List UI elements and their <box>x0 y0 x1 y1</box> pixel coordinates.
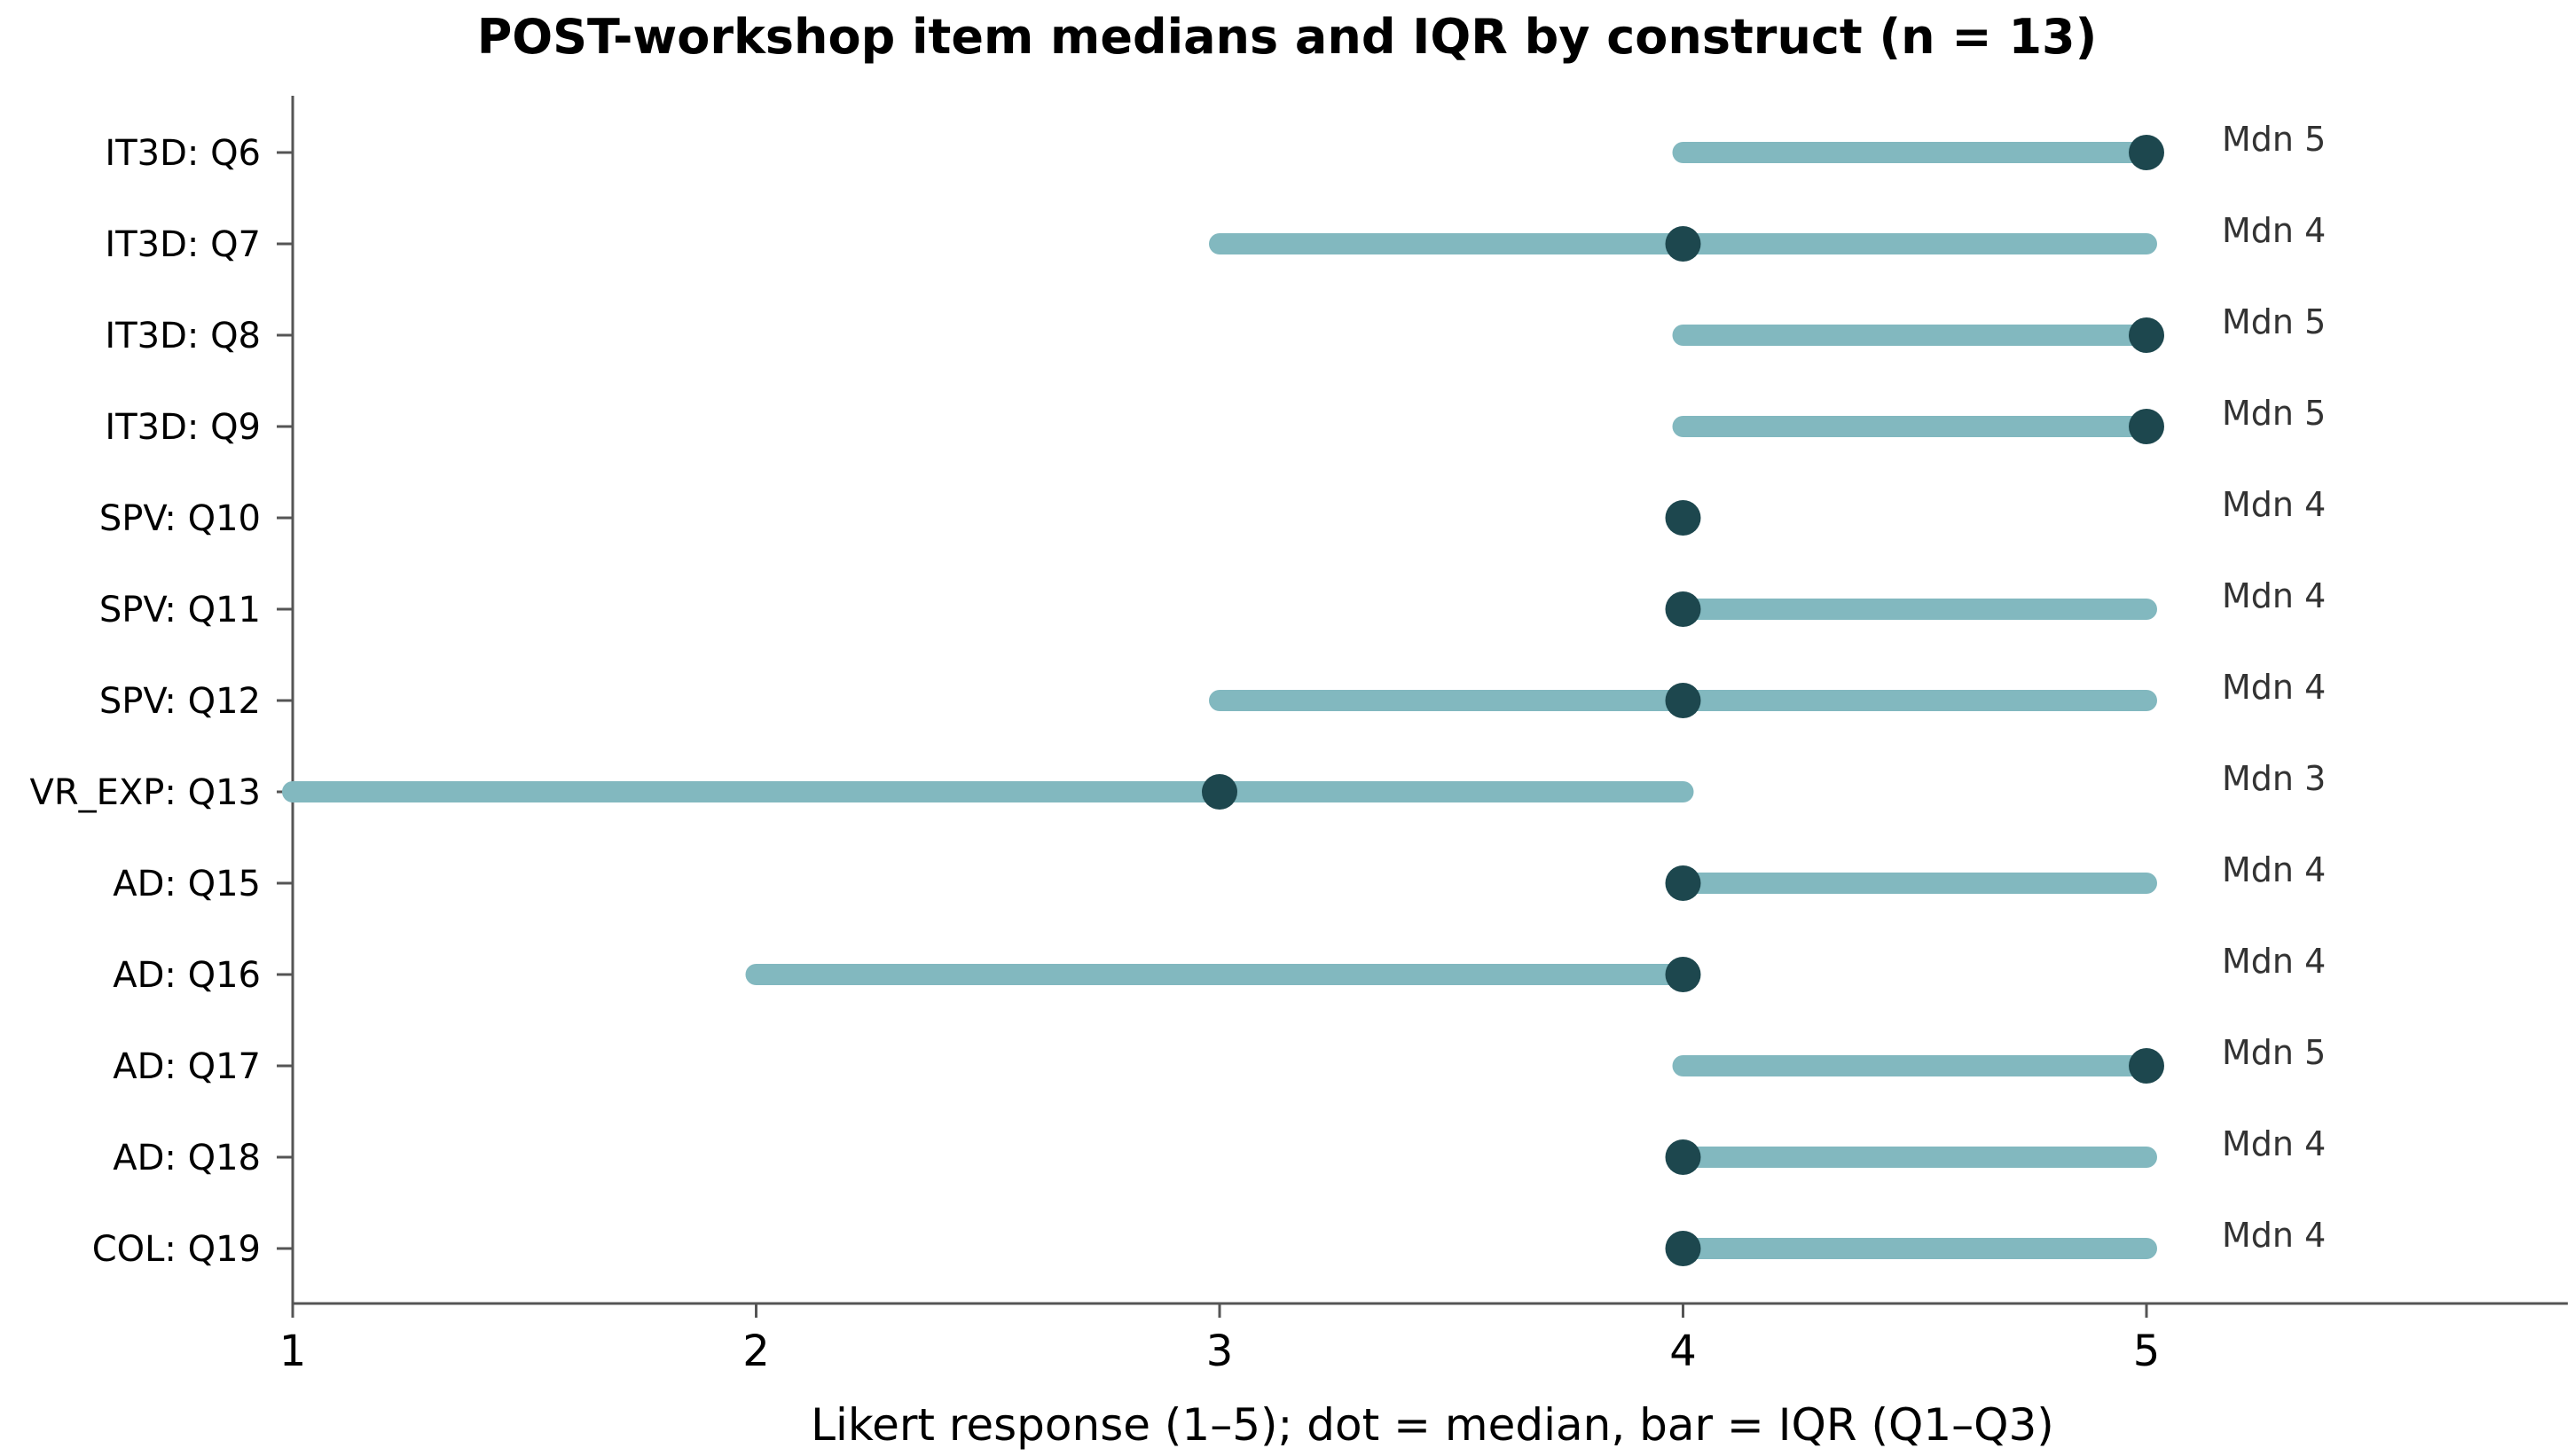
median-dot <box>1665 591 1701 627</box>
x-tick-label: 5 <box>2133 1327 2161 1376</box>
chart-title: POST-workshop item medians and IQR by co… <box>477 9 2098 65</box>
plot-area: 1 2 3 4 5 IT3D: Q6 Mdn 5 IT3D: Q7 Mdn 4 IT3D: Q8 M… <box>29 96 2568 1376</box>
x-tick-label: 4 <box>1669 1327 1697 1376</box>
median-annotation: Mdn 5 <box>2222 1033 2326 1072</box>
median-annotation: Mdn 4 <box>2222 1216 2326 1255</box>
median-annotation: Mdn 4 <box>2222 1124 2326 1163</box>
y-tick-label: AD: Q16 <box>113 955 261 996</box>
median-annotation: Mdn 4 <box>2222 668 2326 707</box>
median-dot <box>1665 1231 1701 1266</box>
median-dot <box>2129 1048 2164 1084</box>
y-tick-label: IT3D: Q6 <box>105 133 261 174</box>
y-tick-label: SPV: Q11 <box>99 590 261 630</box>
y-tick-label: SPV: Q10 <box>99 498 261 539</box>
median-dot <box>1665 226 1701 262</box>
median-annotation: Mdn 4 <box>2222 850 2326 889</box>
y-tick-label: AD: Q18 <box>113 1138 261 1178</box>
median-annotation: Mdn 4 <box>2222 485 2326 524</box>
median-annotation: Mdn 5 <box>2222 302 2326 341</box>
median-dot <box>1202 774 1237 810</box>
median-dot <box>2129 135 2164 170</box>
y-tick-label: IT3D: Q7 <box>105 224 261 265</box>
x-tick-label: 1 <box>279 1327 307 1376</box>
median-dot <box>2129 409 2164 444</box>
y-tick-label: COL: Q19 <box>92 1229 261 1270</box>
median-annotation: Mdn 4 <box>2222 576 2326 615</box>
y-tick-label: VR_EXP: Q13 <box>29 772 261 813</box>
median-annotation: Mdn 4 <box>2222 211 2326 250</box>
y-tick-label: SPV: Q12 <box>99 681 261 722</box>
y-tick-label: AD: Q15 <box>113 864 261 904</box>
y-tick-label: IT3D: Q9 <box>105 407 261 448</box>
median-annotation: Mdn 5 <box>2222 394 2326 433</box>
median-dot <box>1665 957 1701 992</box>
median-dot <box>1665 865 1701 901</box>
y-tick-label: AD: Q17 <box>113 1046 261 1087</box>
median-annotation: Mdn 5 <box>2222 120 2326 159</box>
x-tick-label: 2 <box>742 1327 770 1376</box>
x-tick-label: 3 <box>1206 1327 1234 1376</box>
median-annotation: Mdn 4 <box>2222 942 2326 981</box>
y-tick-label: IT3D: Q8 <box>105 316 261 356</box>
median-dot <box>2129 317 2164 353</box>
median-dot <box>1665 1139 1701 1175</box>
x-axis-label: Likert response (1–5); dot = median, bar… <box>811 1399 2054 1451</box>
median-dot <box>1665 683 1701 718</box>
median-dot <box>1665 500 1701 536</box>
median-annotation: Mdn 3 <box>2222 759 2326 798</box>
